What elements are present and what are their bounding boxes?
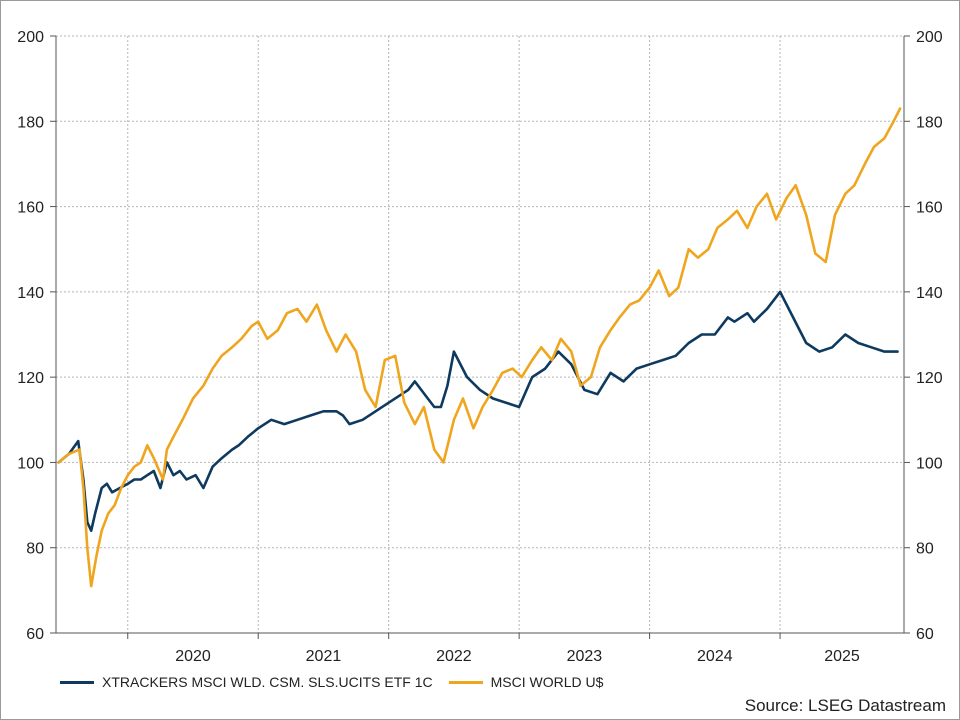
legend-label-xtrackers: XTRACKERS MSCI WLD. CSM. SLS.UCITS ETF 1…	[102, 674, 433, 690]
y-tick-label-left-160: 160	[17, 200, 44, 217]
x-tick-label-2025: 2025	[824, 648, 860, 665]
series-line-xtrackers	[57, 290, 899, 532]
legend-swatch-xtrackers	[60, 680, 94, 684]
x-tick-label-2022: 2022	[436, 648, 472, 665]
y-tick-label-right-200: 200	[916, 29, 943, 46]
y-tick-label-left-180: 180	[17, 114, 44, 131]
y-tick-label-right-80: 80	[916, 541, 934, 558]
y-tick-label-right-60: 60	[916, 626, 934, 643]
legend-swatch-msci-world	[448, 680, 483, 684]
y-tick-label-left-140: 140	[17, 285, 44, 302]
y-tick-label-right-100: 100	[916, 455, 943, 472]
x-tick-label-2021: 2021	[306, 648, 342, 665]
y-tick-label-right-160: 160	[916, 200, 943, 217]
y-tick-label-left-200: 200	[17, 29, 44, 46]
x-tick-label-2020: 2020	[175, 648, 211, 665]
y-tick-label-right-140: 140	[916, 285, 943, 302]
legend-item-xtrackers: XTRACKERS MSCI WLD. CSM. SLS.UCITS ETF 1…	[60, 674, 433, 690]
x-tick-label-2023: 2023	[567, 648, 603, 665]
y-tick-label-left-120: 120	[17, 370, 44, 387]
chart-legend: XTRACKERS MSCI WLD. CSM. SLS.UCITS ETF 1…	[60, 671, 619, 693]
series-line-msci-world	[57, 107, 902, 588]
x-tick-label-2024: 2024	[697, 648, 733, 665]
y-tick-label-right-180: 180	[916, 114, 943, 131]
y-tick-label-left-60: 60	[26, 626, 44, 643]
y-tick-label-right-120: 120	[916, 370, 943, 387]
legend-item-msci-world: MSCI WORLD U$	[448, 674, 604, 690]
y-tick-label-left-80: 80	[26, 541, 44, 558]
y-tick-label-left-100: 100	[17, 455, 44, 472]
source-note: Source: LSEG Datastream	[744, 696, 946, 715]
legend-label-msci-world: MSCI WORLD U$	[490, 674, 604, 690]
